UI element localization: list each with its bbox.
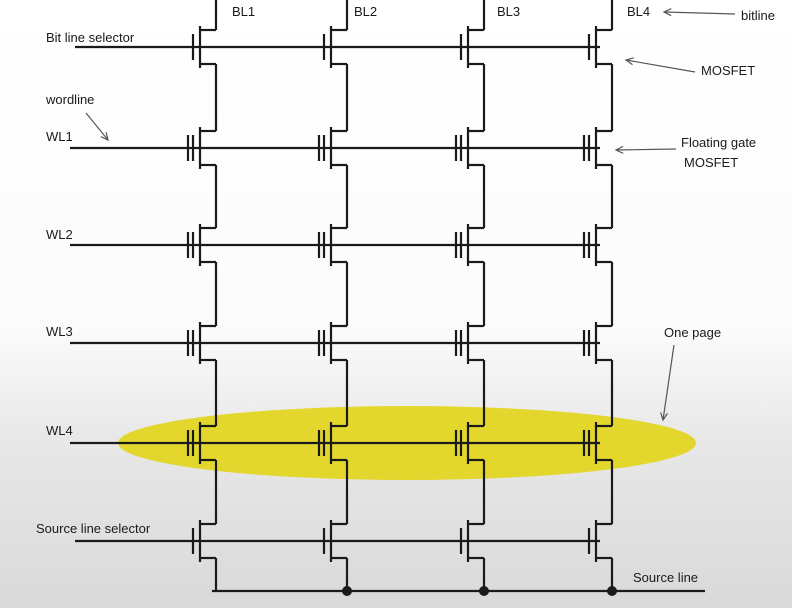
floating-gate-arrow-shaft: [615, 148, 677, 151]
mosfet-annotation: MOSFET: [701, 63, 756, 78]
wire-layer: [70, 0, 736, 596]
bitline-label-bl1: BL1: [232, 4, 256, 19]
wordline-arrow-shaft: [85, 112, 109, 141]
wl2-label: WL2: [46, 227, 73, 242]
wl3-label: WL3: [46, 324, 73, 339]
one-page-arrow-head: [660, 412, 668, 422]
bit-line-selector-label: Bit line selector: [46, 30, 135, 45]
wordline-label: wordline: [46, 92, 95, 107]
bl2-source-junction-dot: [342, 586, 352, 596]
wl1-label: WL1: [46, 129, 73, 144]
bitline-annotation: bitline: [741, 8, 775, 23]
wordline-arrow-head: [100, 132, 109, 142]
bl3-source-junction-dot: [479, 586, 489, 596]
one-page-arrow-shaft: [662, 344, 675, 421]
mosfet-arrow-shaft: [625, 59, 696, 73]
bitline-label-bl2: BL2: [354, 4, 378, 19]
bitline-label-bl4: BL4: [627, 4, 651, 19]
source-line-label: Source line: [633, 570, 699, 585]
source-line-selector-label: Source line selector: [36, 521, 151, 536]
bitline-arrow-head: [662, 8, 672, 17]
floating-gate-arrow-head: [614, 145, 624, 154]
bitline-label-bl3: BL3: [497, 4, 521, 19]
one-page-annotation: One page: [664, 325, 722, 340]
bl4-source-junction-dot: [607, 586, 617, 596]
bitline-arrow-shaft: [663, 11, 736, 15]
floating-gate-annotation-line2: MOSFET: [684, 155, 739, 170]
floating-gate-annotation-line1: Floating gate: [681, 135, 757, 150]
mosfet-arrow-head: [624, 57, 634, 66]
wl4-label: WL4: [46, 423, 73, 438]
